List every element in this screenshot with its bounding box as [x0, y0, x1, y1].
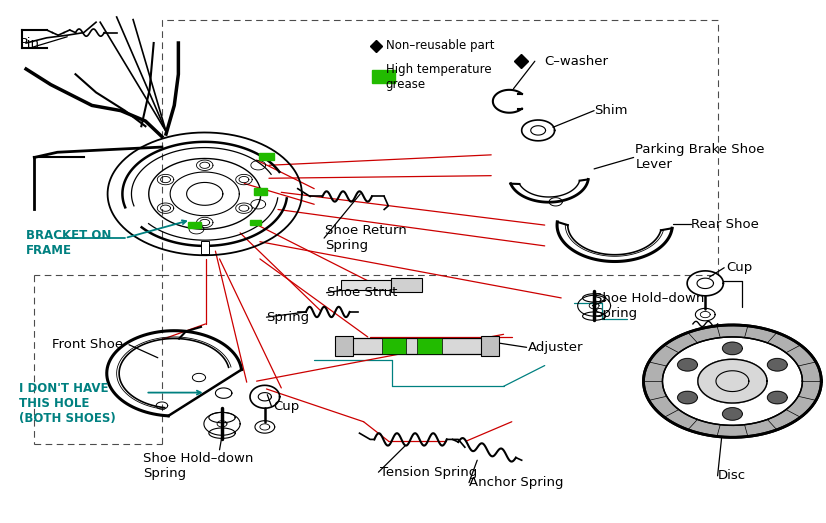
- Bar: [254, 188, 268, 195]
- Text: Tension Spring: Tension Spring: [380, 465, 477, 479]
- Bar: [337, 338, 497, 354]
- Circle shape: [677, 359, 697, 371]
- Bar: [335, 336, 354, 356]
- Circle shape: [723, 408, 743, 420]
- Text: Disc: Disc: [718, 469, 746, 482]
- Text: Front Shoe: Front Shoe: [52, 338, 124, 351]
- Circle shape: [698, 359, 767, 403]
- Circle shape: [767, 391, 787, 404]
- Text: Adjuster: Adjuster: [529, 341, 584, 354]
- Bar: [341, 280, 391, 290]
- Circle shape: [677, 391, 697, 404]
- Text: Shim: Shim: [594, 104, 628, 117]
- Text: Pin: Pin: [20, 37, 40, 50]
- Text: Shoe Strut: Shoe Strut: [326, 286, 397, 299]
- Text: I DON'T HAVE
THIS HOLE
(BOTH SHOES): I DON'T HAVE THIS HOLE (BOTH SHOES): [20, 381, 116, 425]
- Text: Rear Shoe: Rear Shoe: [691, 218, 759, 231]
- Circle shape: [723, 342, 743, 355]
- Bar: [481, 336, 499, 356]
- Bar: [382, 338, 406, 354]
- Bar: [259, 153, 274, 160]
- Bar: [188, 222, 202, 229]
- Polygon shape: [643, 325, 821, 437]
- Circle shape: [767, 359, 787, 371]
- Text: Spring: Spring: [267, 311, 310, 324]
- Bar: [372, 70, 395, 83]
- Bar: [250, 220, 261, 225]
- Text: Shoe Hold–down
Spring: Shoe Hold–down Spring: [594, 292, 705, 320]
- Text: Parking Brake Shoe
Lever: Parking Brake Shoe Lever: [635, 143, 765, 172]
- Bar: [417, 338, 442, 354]
- Text: Shoe Hold–down
Spring: Shoe Hold–down Spring: [143, 452, 254, 480]
- Text: Cup: Cup: [726, 262, 752, 274]
- Text: C–washer: C–washer: [544, 55, 609, 67]
- Text: High temperature
grease: High temperature grease: [386, 63, 491, 91]
- Text: BRACKET ON
FRAME: BRACKET ON FRAME: [26, 229, 112, 257]
- Text: Non–reusable part: Non–reusable part: [386, 39, 494, 52]
- Bar: [391, 278, 422, 292]
- Text: Anchor Spring: Anchor Spring: [469, 476, 563, 489]
- Text: Cup: Cup: [273, 400, 299, 413]
- Bar: [201, 241, 209, 254]
- Text: Shoe Return
Spring: Shoe Return Spring: [325, 224, 406, 252]
